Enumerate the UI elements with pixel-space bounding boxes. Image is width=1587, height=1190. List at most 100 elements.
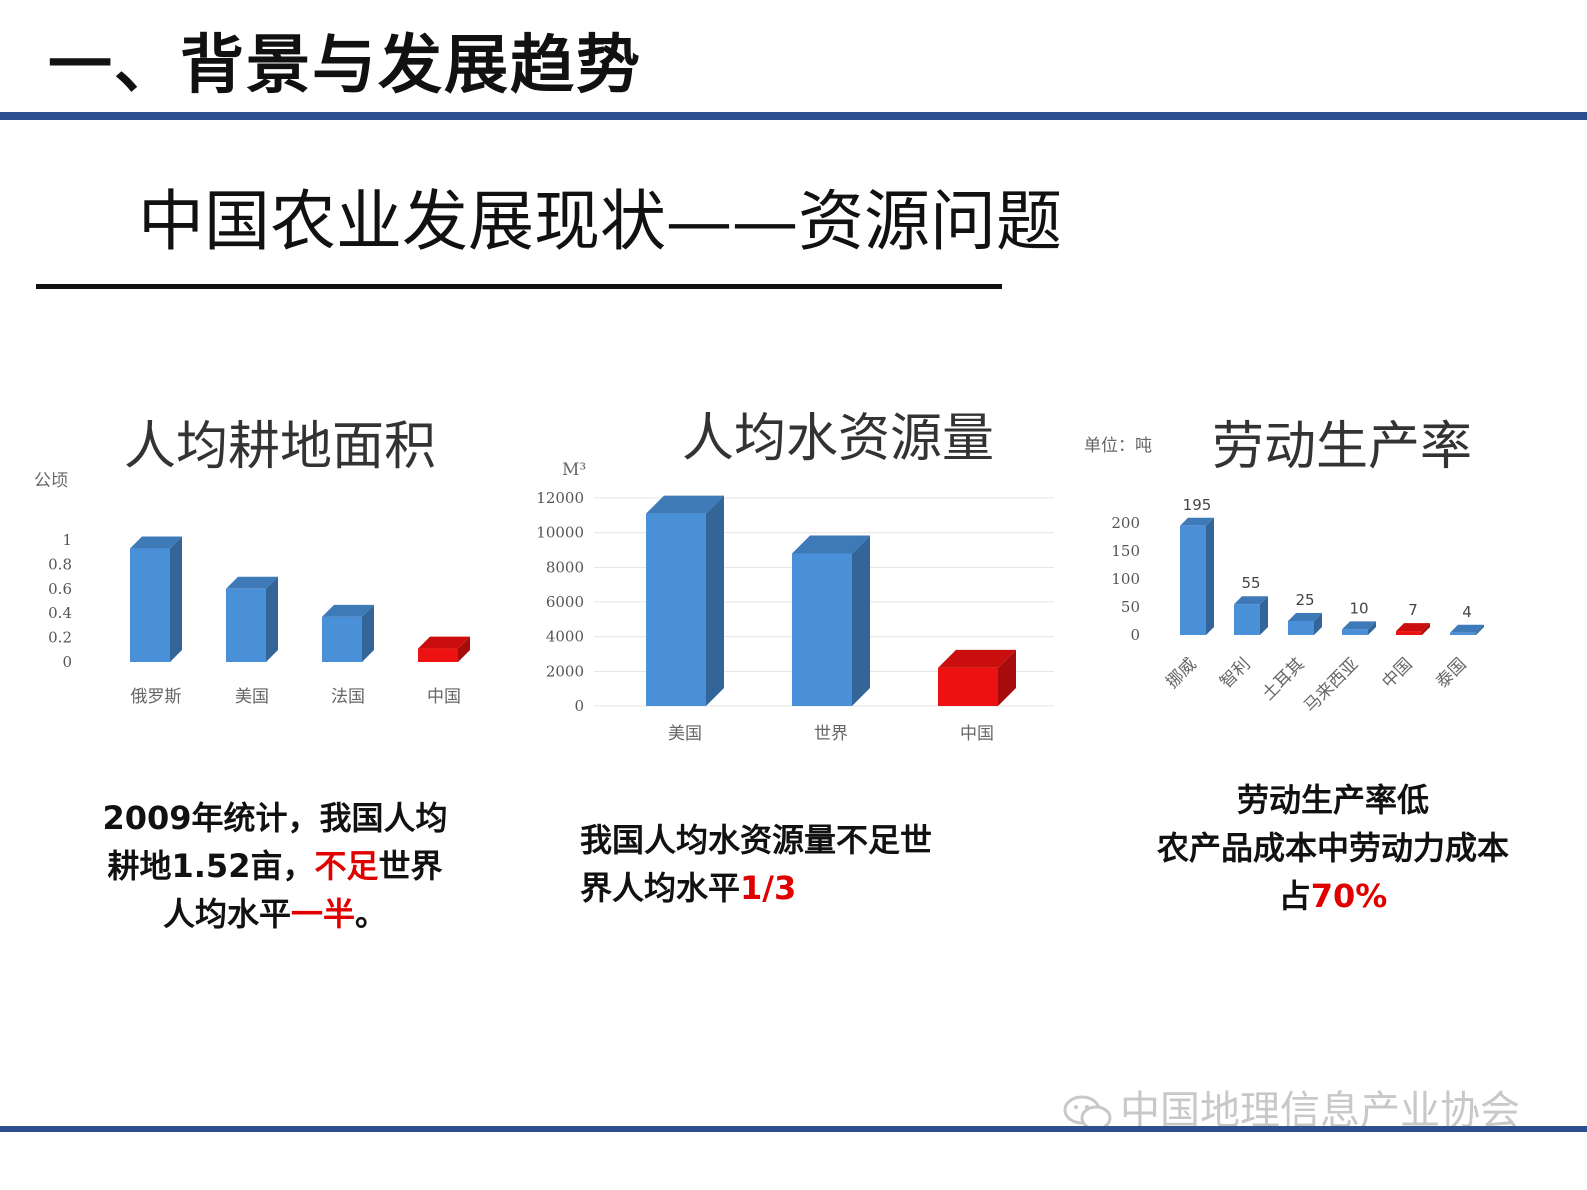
note-land-highlight-c: 不足 (314, 847, 379, 885)
bar-美国-side (706, 495, 724, 706)
bar-中国-side (458, 636, 470, 662)
bar-泰国-side (1476, 624, 1484, 635)
bar-美国 (646, 495, 724, 706)
note-land-line2: 耕地1.52亩，不足世界 (60, 842, 490, 890)
axis-unit-label: 公顷 (34, 471, 68, 491)
y-tick-label: 10000 (536, 524, 584, 542)
axis-unit-label: 单位：吨 (1084, 436, 1152, 456)
x-category-label: 世界 (814, 724, 848, 744)
bar-世界 (792, 535, 870, 706)
chart-title-water: 人均水资源量 (682, 409, 995, 469)
data-label: 25 (1295, 591, 1314, 609)
footer-divider (0, 1126, 1587, 1132)
x-category-label: 美国 (668, 724, 702, 744)
bar-挪威-side (1206, 517, 1214, 635)
header-divider (0, 112, 1587, 120)
axis-unit-label: M³ (562, 460, 586, 480)
data-label: 55 (1241, 574, 1260, 592)
x-category-label: 俄罗斯 (131, 687, 182, 707)
bar-泰国 (1450, 624, 1484, 635)
note-labor-line3: 占70% (1108, 872, 1558, 920)
note-water-highlight-c: 1/3 (740, 869, 797, 907)
bar-中国 (938, 649, 1016, 706)
note-land-highlight-f: 一半 (290, 895, 355, 933)
note-land-line3: 人均水平一半。 (60, 890, 490, 938)
bar-美国-front (646, 513, 706, 706)
note-labor-line1: 劳动生产率低 (1236, 781, 1429, 819)
bar-美国 (226, 576, 278, 662)
bar-世界-side (852, 535, 870, 706)
bar-俄罗斯-side (170, 536, 182, 662)
bar-泰国-front (1450, 632, 1476, 635)
note-labor-highlight-d: 70% (1310, 877, 1388, 915)
note-land: 2009年统计，我国人均 耕地1.52亩，不足世界 人均水平一半。 (60, 794, 490, 938)
x-category-label: 美国 (235, 687, 269, 707)
bar-中国-front (1396, 631, 1422, 635)
note-water-line2: 界人均水平1/3 (580, 864, 1030, 912)
data-label: 7 (1408, 601, 1418, 619)
bar-中国-side (1422, 623, 1430, 635)
bar-马来西亚-front (1342, 629, 1368, 635)
y-tick-label: 150 (1111, 542, 1140, 560)
bar-土耳其-side (1314, 613, 1322, 635)
y-tick-label: 2000 (546, 662, 584, 680)
bar-挪威-top (1180, 517, 1214, 526)
y-tick-label: 4000 (546, 628, 584, 646)
bar-美国-side (266, 576, 278, 662)
y-tick-label: 12000 (536, 489, 584, 507)
subtitle-underline (36, 284, 1002, 289)
bar-中国-side (998, 649, 1016, 706)
y-tick-label: 200 (1111, 514, 1140, 532)
x-category-label: 马来西亚 (1300, 654, 1362, 716)
note-land-text-e: 人均水平 (162, 895, 291, 933)
note-water-text-b: 界人均水平 (580, 869, 741, 907)
bar-智利-top (1234, 596, 1268, 605)
bar-挪威-front (1180, 525, 1206, 635)
bar-中国-top (1396, 623, 1430, 632)
bar-俄罗斯-front (130, 548, 170, 662)
data-label: 4 (1462, 603, 1472, 621)
y-tick-label: 0.4 (48, 604, 72, 622)
bar-中国 (1396, 623, 1430, 635)
bar-中国-front (938, 667, 998, 706)
bar-法国-side (362, 604, 374, 662)
bar-土耳其 (1288, 613, 1322, 635)
bar-美国-top (226, 576, 278, 589)
chart-labor-svg: 单位：吨 200 150 100 50 0 195 挪威 55 智利 25 土耳其 10 马来西亚 7 中国 4… (1084, 436, 1484, 717)
y-tick-label: 0 (574, 697, 584, 715)
bar-世界-front (792, 553, 852, 706)
note-land-text-g: 。 (355, 895, 388, 933)
bar-土耳其-front (1288, 621, 1314, 635)
x-category-label: 智利 (1216, 654, 1254, 692)
bar-俄罗斯-top (130, 536, 182, 549)
bar-泰国-top (1450, 624, 1484, 633)
bar-智利-side (1260, 596, 1268, 635)
chart-water-svg: M³ 12000 10000 8000 6000 4000 2000 0 美国 世界 中国 (536, 460, 1054, 744)
bar-马来西亚-top (1342, 621, 1376, 630)
bar-中国-top (418, 636, 470, 649)
bar-法国-front (322, 616, 362, 662)
y-tick-label: 6000 (546, 593, 584, 611)
chart-labor: 单位：吨 200 150 100 50 0 195 挪威 55 智利 25 土耳其 10 马来西亚 7 中国 4… (1070, 425, 1570, 745)
bar-中国-top (938, 649, 1016, 668)
bar-世界-top (792, 535, 870, 554)
y-tick-label: 0 (1130, 626, 1140, 644)
x-category-label: 泰国 (1432, 654, 1470, 692)
bar-马来西亚-side (1368, 621, 1376, 635)
note-water: 我国人均水资源量不足世 界人均水平1/3 (580, 816, 1030, 912)
bar-马来西亚 (1342, 621, 1376, 635)
x-category-label: 土耳其 (1258, 654, 1308, 704)
slide-subtitle: 中国农业发展现状——资源问题 (138, 183, 1062, 260)
chart-title-land: 人均耕地面积 (124, 417, 437, 477)
bar-智利 (1234, 596, 1268, 635)
x-category-label: 中国 (1378, 654, 1416, 692)
data-label: 10 (1349, 599, 1368, 617)
note-land-line1: 2009年统计，我国人均 (102, 799, 448, 837)
y-tick-label: 1 (62, 531, 72, 549)
x-category-label: 中国 (960, 724, 994, 744)
bar-美国-top (646, 495, 724, 514)
bar-挪威 (1180, 517, 1214, 635)
note-labor: 劳动生产率低 农产品成本中劳动力成本 占70% (1108, 776, 1558, 920)
x-category-label: 挪威 (1162, 654, 1200, 692)
chart-land: 公顷 1 0.8 0.6 0.4 0.2 0 俄罗斯 美国 法国 中国 (0, 460, 520, 750)
